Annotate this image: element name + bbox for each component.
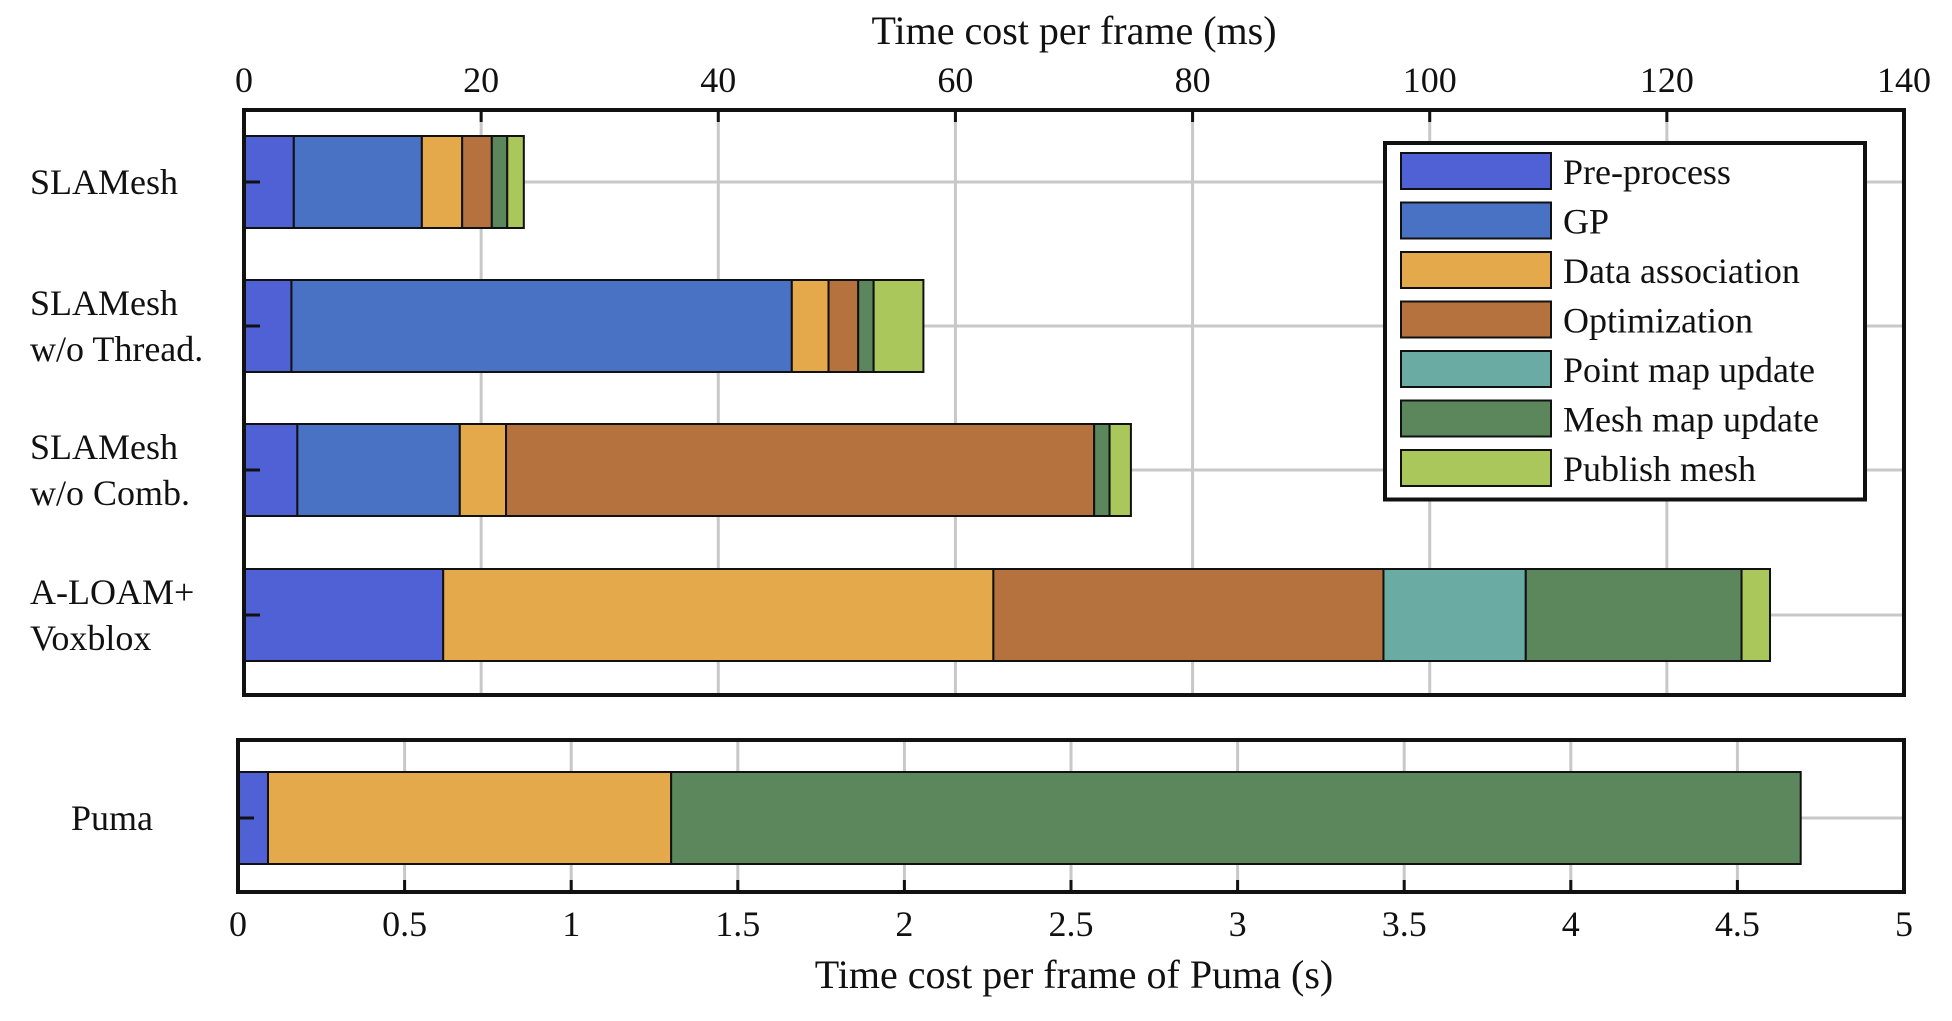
bar-slamesh-w-o-comb-optimization bbox=[505, 423, 1096, 517]
x-tick-label-140: 140 bbox=[1877, 60, 1931, 100]
x-tick-label-120: 120 bbox=[1640, 60, 1694, 100]
bottom-panel-puma: 0 0.5 1 1.5 2 2.5 3 3.5 4 4.5 5 Puma Time cost per… bbox=[71, 738, 1913, 997]
category-label-w-o-thread: w/o Thread. bbox=[30, 329, 203, 369]
bar-a-loam-voxblox-data-association bbox=[442, 568, 995, 662]
x-tick-label-60: 60 bbox=[937, 60, 973, 100]
x-tick-label-80: 80 bbox=[1175, 60, 1211, 100]
top-panel-ms: 0 20 40 60 80 100 120 140 SLAMesh SLAMesh w/o Thr… bbox=[30, 8, 1931, 697]
x-tick-label-0: 0 bbox=[235, 60, 253, 100]
legend-label-optimization: Optimization bbox=[1563, 301, 1753, 341]
x-tick-label-4: 4 bbox=[1562, 904, 1580, 944]
bar-slamesh-publish-mesh bbox=[506, 135, 525, 229]
bar-slamesh-data-association bbox=[420, 135, 464, 229]
legend-swatch-mesh-map-update bbox=[1400, 399, 1552, 438]
x-tick-label-0: 0 bbox=[229, 904, 247, 944]
bar-slamesh-w-o-comb-data-association bbox=[458, 423, 508, 517]
x-tick-label-5: 5 bbox=[1895, 904, 1913, 944]
legend-label-gp: GP bbox=[1563, 202, 1609, 242]
legend: Pre-process GP Data association Optimizatio… bbox=[1383, 141, 1867, 502]
legend-swatch-data-association bbox=[1400, 251, 1552, 289]
bottom-x-axis-title: Time cost per frame of Puma (s) bbox=[815, 952, 1333, 997]
legend-swatch-optimization bbox=[1400, 300, 1552, 339]
x-tick-label-100: 100 bbox=[1403, 60, 1457, 100]
x-tick-label-1-5: 1.5 bbox=[715, 904, 760, 944]
x-tick-label-20: 20 bbox=[463, 60, 499, 100]
top-x-axis-title: Time cost per frame (ms) bbox=[871, 8, 1276, 53]
x-tick-label-40: 40 bbox=[700, 60, 736, 100]
legend-label-pre-process: Pre-process bbox=[1563, 152, 1731, 192]
legend-label-point-map-update: Point map update bbox=[1563, 350, 1815, 390]
legend-label-mesh-map-update: Mesh map update bbox=[1563, 400, 1819, 440]
bar-slamesh-w-o-thread-data-association bbox=[790, 279, 830, 373]
top-axes-frame bbox=[242, 108, 1906, 697]
top-x-ticks: 0 20 40 60 80 100 120 140 bbox=[235, 60, 1931, 617]
x-tick-label-3-5: 3.5 bbox=[1382, 904, 1427, 944]
bar-slamesh-mesh-map-update bbox=[490, 135, 509, 229]
legend-swatch-publish-mesh bbox=[1400, 449, 1552, 487]
bar-a-loam-voxblox-publish-mesh bbox=[1740, 568, 1772, 662]
legend-swatch-point-map-update bbox=[1400, 350, 1552, 388]
bar-puma-data-association bbox=[266, 771, 673, 865]
bar-slamesh-w-o-thread-optimization bbox=[827, 279, 860, 373]
bar-a-loam-voxblox-point-map-update bbox=[1382, 568, 1527, 662]
x-tick-label-2-5: 2.5 bbox=[1049, 904, 1094, 944]
legend-swatch-gp bbox=[1400, 201, 1552, 240]
bottom-category-labels: Puma bbox=[71, 798, 153, 838]
bottom-x-ticks: 0 0.5 1 1.5 2 2.5 3 3.5 4 4.5 5 bbox=[229, 816, 1913, 944]
bar-slamesh-w-o-thread-gp bbox=[290, 279, 793, 373]
legend-label-publish-mesh: Publish mesh bbox=[1563, 449, 1756, 489]
category-label-slamesh: SLAMesh bbox=[30, 427, 178, 467]
bar-puma-mesh-map-update bbox=[670, 771, 1802, 865]
category-label-slamesh: SLAMesh bbox=[30, 162, 178, 202]
bar-slamesh-w-o-comb-publish-mesh bbox=[1108, 423, 1132, 517]
x-tick-label-4-5: 4.5 bbox=[1715, 904, 1760, 944]
bar-slamesh-gp bbox=[292, 135, 423, 229]
bar-slamesh-w-o-thread-publish-mesh bbox=[872, 279, 925, 373]
category-label-slamesh: SLAMesh bbox=[30, 283, 178, 323]
bar-a-loam-voxblox-mesh-map-update bbox=[1524, 568, 1743, 662]
bar-slamesh-w-o-comb-gp bbox=[296, 423, 461, 517]
category-label-voxblox: Voxblox bbox=[30, 618, 151, 658]
top-bars bbox=[243, 135, 1772, 662]
top-category-labels: SLAMesh SLAMesh w/o Thread. SLAMesh w/o Comb… bbox=[30, 162, 203, 658]
x-tick-label-0-5: 0.5 bbox=[382, 904, 427, 944]
bar-slamesh-optimization bbox=[461, 135, 493, 229]
x-tick-label-1: 1 bbox=[562, 904, 580, 944]
x-tick-label-3: 3 bbox=[1229, 904, 1247, 944]
legend-label-data-association: Data association bbox=[1563, 251, 1800, 291]
legend-swatch-pre-process bbox=[1400, 152, 1552, 190]
bar-slamesh-w-o-thread-mesh-map-update bbox=[857, 279, 875, 373]
bar-a-loam-voxblox-pre-process bbox=[243, 568, 445, 662]
category-label-puma: Puma bbox=[71, 798, 153, 838]
bottom-bars bbox=[237, 771, 1802, 865]
x-tick-label-2: 2 bbox=[895, 904, 913, 944]
category-label-a-loam: A-LOAM+ bbox=[30, 572, 194, 612]
bar-a-loam-voxblox-optimization bbox=[992, 568, 1385, 662]
bar-slamesh-w-o-comb-mesh-map-update bbox=[1093, 423, 1111, 517]
category-label-w-o-comb: w/o Comb. bbox=[30, 473, 190, 513]
